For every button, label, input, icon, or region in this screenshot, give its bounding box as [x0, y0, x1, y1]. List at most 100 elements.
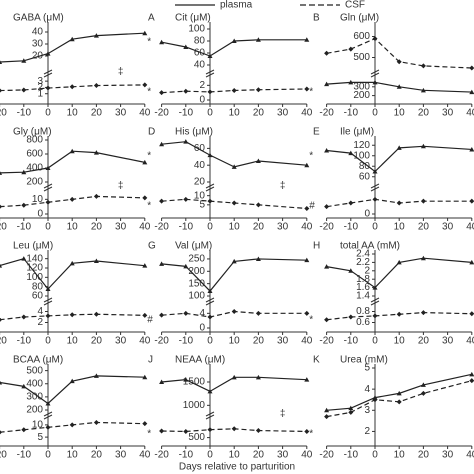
point — [469, 371, 474, 377]
y-tick-label: 4 — [199, 308, 205, 319]
x-tick-label: -20 — [0, 336, 7, 347]
x-tick-label: -10 — [344, 222, 359, 233]
x-tick-label: -10 — [179, 222, 194, 233]
point — [304, 377, 310, 382]
x-tick-label: 20 — [91, 222, 103, 233]
annotation: * — [309, 429, 313, 440]
point — [396, 259, 402, 265]
y-tick-label: 1.4 — [356, 291, 370, 302]
point — [0, 263, 3, 268]
point — [159, 428, 165, 434]
x-tick-label: 10 — [67, 336, 79, 347]
point — [324, 317, 330, 323]
series-line — [161, 258, 307, 292]
point — [183, 428, 189, 434]
panel-letter: G — [148, 241, 156, 252]
annotation: ‡ — [280, 181, 286, 192]
x-tick-label: 0 — [372, 108, 378, 119]
point — [348, 268, 354, 273]
annotation: # — [309, 201, 315, 212]
y-tick-label: 2 — [364, 426, 370, 437]
point — [324, 204, 330, 210]
point — [304, 86, 310, 92]
y-tick-label: 60 — [359, 171, 371, 182]
x-tick-label: 30 — [115, 108, 127, 119]
y-tick-label: 10 — [194, 190, 206, 201]
x-tick-label: 20 — [253, 222, 265, 233]
point — [420, 198, 426, 204]
point — [93, 419, 99, 425]
x-tick-label: 10 — [229, 108, 241, 119]
panel-title: Gly (μM) — [13, 127, 52, 138]
point — [231, 38, 237, 43]
point — [469, 146, 474, 152]
point — [93, 311, 99, 317]
axis-break — [43, 183, 53, 192]
point — [142, 421, 148, 427]
point — [142, 312, 148, 318]
x-tick-label: 10 — [229, 222, 241, 233]
y-tick-label: 1500 — [183, 377, 206, 388]
x-tick-label: 40 — [301, 450, 313, 461]
point — [372, 196, 378, 202]
point — [207, 314, 213, 320]
point — [21, 383, 27, 389]
panel-title: Leu (μM) — [13, 241, 53, 252]
y-tick-label: 500 — [353, 52, 370, 63]
point — [372, 36, 378, 42]
x-tick-label: 20 — [253, 450, 265, 461]
x-tick-label: 30 — [277, 108, 289, 119]
y-tick-label: 3 — [37, 76, 43, 87]
point — [231, 87, 237, 93]
point — [255, 158, 261, 163]
point — [348, 314, 354, 320]
x-tick-label: 0 — [207, 450, 213, 461]
y-tick-label: 2 — [364, 265, 370, 276]
axis-break — [205, 69, 215, 78]
point — [324, 81, 330, 87]
point — [69, 312, 75, 318]
point — [304, 162, 310, 168]
point — [420, 143, 426, 149]
x-tick-label: 20 — [253, 108, 265, 119]
x-tick-label: 0 — [45, 336, 51, 347]
x-tick-label: 0 — [372, 222, 378, 233]
point — [469, 378, 474, 384]
annotation: * — [147, 429, 151, 440]
point — [469, 89, 474, 95]
x-tick-label: -10 — [344, 108, 359, 119]
point — [69, 148, 75, 154]
x-tick-label: -20 — [319, 450, 334, 461]
point — [21, 169, 27, 175]
point — [21, 314, 27, 320]
y-tick-label: 60 — [194, 48, 206, 59]
point — [255, 37, 261, 42]
point — [255, 310, 261, 316]
point — [469, 65, 474, 71]
axis-break — [43, 69, 53, 78]
x-tick-label: 0 — [372, 450, 378, 461]
point — [324, 264, 330, 269]
annotation: ‡ — [280, 409, 286, 420]
axis-break — [205, 297, 215, 306]
x-tick-label: -20 — [319, 336, 334, 347]
x-tick-label: 0 — [207, 222, 213, 233]
x-tick-label: 0 — [45, 450, 51, 461]
x-tick-label: 0 — [372, 336, 378, 347]
x-tick-label: 20 — [418, 108, 430, 119]
series-line — [0, 313, 145, 321]
y-tick-label: 100 — [188, 291, 205, 302]
x-tick-label: 40 — [139, 336, 151, 347]
point — [45, 199, 51, 205]
y-tick-label: 100 — [26, 272, 43, 283]
series-line — [326, 198, 472, 208]
point — [21, 256, 27, 261]
x-axis-label: Days relative to parturition — [179, 462, 295, 473]
x-tick-label: 10 — [67, 450, 79, 461]
point — [0, 317, 3, 322]
y-tick-label: 1 — [37, 88, 43, 99]
legend-label: CSF — [345, 0, 365, 11]
x-tick-label: 30 — [442, 450, 454, 461]
x-tick-label: -10 — [17, 336, 32, 347]
point — [183, 196, 189, 202]
